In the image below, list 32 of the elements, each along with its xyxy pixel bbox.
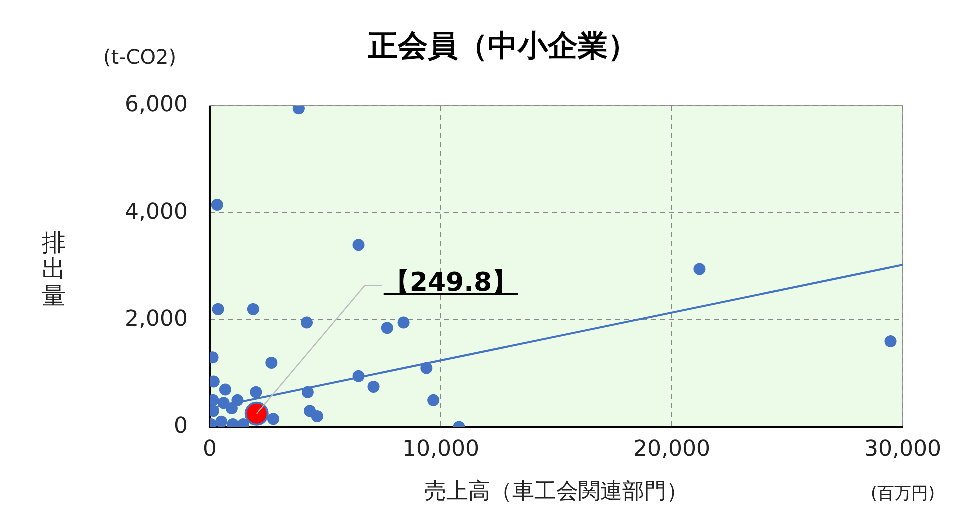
point — [268, 413, 280, 426]
point — [311, 410, 324, 422]
y-tick-label: 6,000 — [124, 92, 188, 118]
y-tick-label: 0 — [174, 414, 188, 439]
point — [884, 336, 897, 348]
point — [216, 416, 228, 428]
point — [244, 402, 269, 426]
x-tick-label: 0 — [202, 437, 217, 462]
annotation: 【249.8】 — [384, 268, 518, 299]
point — [368, 381, 380, 394]
point — [694, 263, 706, 276]
x-tick-label: 10,000 — [402, 437, 480, 462]
x-tick-label: 20,000 — [634, 437, 710, 462]
x-axis-title: 売上高（車工会関連部門） — [424, 480, 688, 505]
point — [211, 199, 224, 212]
point — [352, 239, 365, 252]
y-axis-title: 排出量 — [42, 229, 66, 310]
point — [381, 322, 394, 334]
point — [301, 316, 314, 329]
text: (t-CO2) — [103, 45, 177, 69]
point — [428, 394, 440, 406]
point — [250, 386, 262, 398]
chart-title: 正会員（中小企業） — [367, 28, 638, 64]
point — [247, 303, 260, 316]
point — [219, 384, 232, 396]
y-tick-label: 4,000 — [124, 200, 188, 225]
point — [266, 356, 278, 369]
text: (百万円) — [870, 484, 936, 504]
point — [212, 303, 224, 316]
y-tick-label: 2,000 — [124, 306, 188, 332]
x-tick-label: 30,000 — [864, 437, 942, 462]
point — [398, 316, 410, 329]
